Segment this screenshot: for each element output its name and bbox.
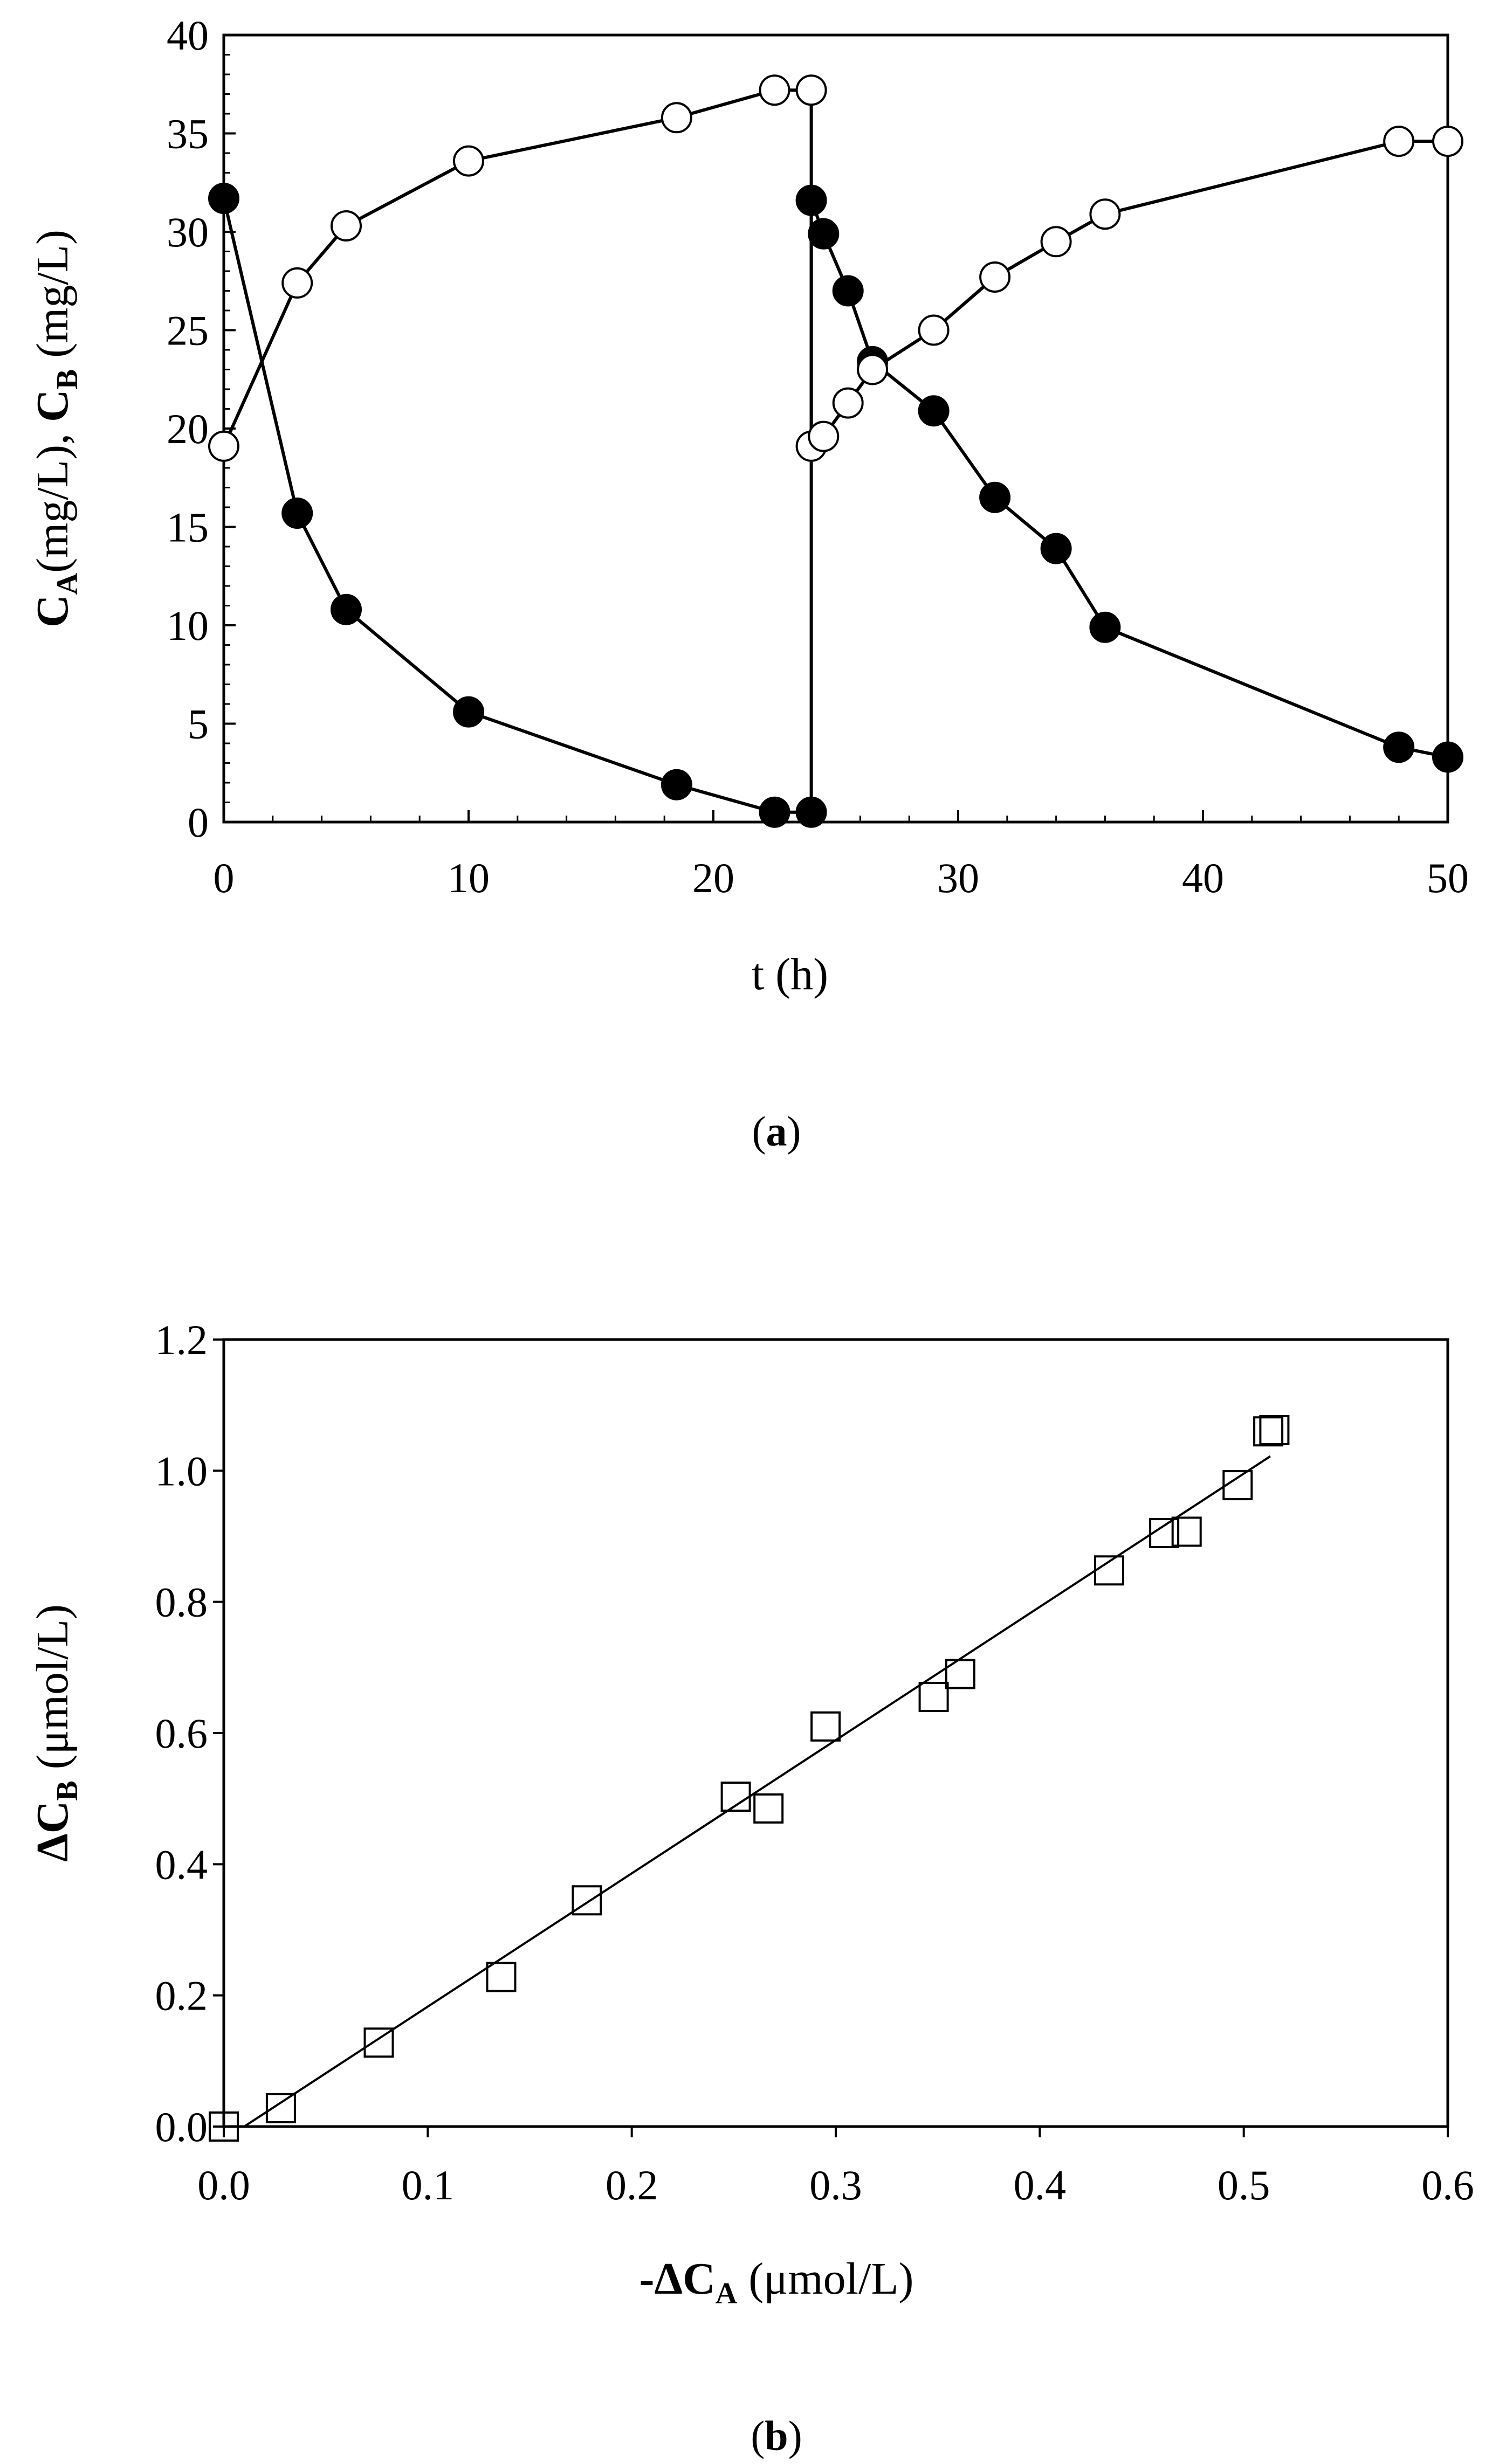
data-point-C_B xyxy=(1432,126,1463,157)
chart-a-y-ticks: 0 5 10 15 20 25 30 35 40 xyxy=(167,12,236,846)
data-point-square xyxy=(572,1885,602,1916)
chart-a-series xyxy=(208,74,1463,828)
y-tick-label: 20 xyxy=(167,405,209,452)
data-point-C_A xyxy=(832,275,864,307)
chart-a-x-axis-label: t (h) xyxy=(752,949,828,999)
data-point-C_A xyxy=(1040,533,1072,564)
y-tick-label: 15 xyxy=(167,504,209,551)
data-point-C_B xyxy=(1089,198,1121,230)
y-tick-label: 40 xyxy=(167,12,209,59)
data-point-C_B xyxy=(759,74,790,106)
x-tick-label: 20 xyxy=(692,854,734,901)
y-tick-label: 0.8 xyxy=(155,1579,208,1626)
data-point-square xyxy=(486,1962,517,1992)
trend-line xyxy=(243,1455,1271,2128)
y-tick-label: 30 xyxy=(167,209,209,256)
data-point-C_B xyxy=(808,420,840,452)
data-point-C_A xyxy=(281,498,313,529)
data-point-square xyxy=(265,2093,296,2123)
data-point-C_A xyxy=(453,696,484,728)
data-point-square xyxy=(1149,1517,1180,1548)
x-tick-label: 0.5 xyxy=(1218,2162,1270,2208)
data-point-square xyxy=(209,2111,239,2142)
data-point-C_B xyxy=(453,145,484,177)
x-tick-label: 40 xyxy=(1182,854,1224,901)
data-point-square xyxy=(945,1659,975,1689)
y-tick-label: 35 xyxy=(167,111,209,157)
data-point-C_A xyxy=(1383,731,1415,763)
y-tick-label: 1.0 xyxy=(155,1447,208,1494)
y-tick-label: 10 xyxy=(167,602,209,649)
chart-b-panel-label: (b) xyxy=(751,2412,802,2459)
y-tick-label: 1.2 xyxy=(155,1316,208,1363)
chart-b-x-ticks: 0.0 0.1 0.2 0.3 0.4 0.5 0.6 xyxy=(197,2127,1474,2208)
y-tick-label: 0.4 xyxy=(155,1841,208,1888)
data-point-C_B xyxy=(208,430,239,462)
series-line-C_B xyxy=(222,88,1448,450)
data-point-C_A xyxy=(979,481,1011,513)
data-point-square xyxy=(1171,1516,1202,1547)
data-point-C_B xyxy=(331,210,362,241)
x-tick-label: 0.2 xyxy=(606,2162,658,2208)
data-point-C_A xyxy=(208,183,239,214)
chart-b-y-axis-label: ΔCB (μmol/L) xyxy=(27,1604,84,1862)
chart-a-x-ticks: 0 10 20 30 40 50 xyxy=(214,810,1469,901)
data-point-C_A xyxy=(808,218,840,250)
chart-b: 0.0 0.2 0.4 0.6 0.8 1.0 1.2 0.0 0.1 0.2 0.3 0.4 0.5… xyxy=(27,1316,1474,2459)
data-point-square xyxy=(720,1782,751,1812)
data-point-C_A xyxy=(759,796,790,828)
data-point-C_B xyxy=(281,267,313,299)
y-tick-label: 25 xyxy=(167,307,209,354)
data-point-square xyxy=(810,1711,841,1742)
data-point-C_A xyxy=(918,395,950,427)
x-tick-label: 30 xyxy=(937,854,979,901)
data-point-C_A xyxy=(661,769,692,800)
data-point-square xyxy=(753,1793,784,1824)
data-point-C_A xyxy=(1089,611,1121,643)
data-point-C_B xyxy=(795,74,827,106)
data-point-C_B xyxy=(918,314,950,346)
data-point-square xyxy=(1259,1414,1290,1445)
data-point-square xyxy=(1222,1470,1253,1501)
data-point-square xyxy=(363,2027,394,2058)
chart-a-y-axis-label: CA(mg/L), CB (mg/L) xyxy=(27,230,84,627)
y-tick-label: 0.0 xyxy=(155,2103,208,2150)
data-point-C_A xyxy=(795,184,827,216)
x-tick-label: 0 xyxy=(214,854,235,901)
data-point-C_B xyxy=(1040,226,1072,258)
data-point-square xyxy=(918,1682,949,1713)
y-tick-label: 5 xyxy=(188,701,209,748)
data-point-C_B xyxy=(832,387,864,419)
x-tick-label: 10 xyxy=(448,854,490,901)
data-point-C_B xyxy=(661,102,692,134)
chart-a-panel-label: (a) xyxy=(752,1108,801,1155)
data-point-C_B xyxy=(857,354,889,385)
data-point-square xyxy=(1094,1555,1124,1586)
chart-b-fit xyxy=(243,1455,1271,2128)
data-point-C_B xyxy=(1383,126,1415,157)
x-tick-label: 0.0 xyxy=(197,2162,250,2208)
x-tick-label: 50 xyxy=(1427,854,1469,901)
chart-a-minor-ticks xyxy=(224,54,1400,822)
data-point-square xyxy=(1253,1416,1284,1447)
data-point-C_B xyxy=(979,261,1011,293)
data-point-C_A xyxy=(1432,741,1463,773)
x-tick-label: 0.3 xyxy=(809,2162,862,2208)
data-point-C_A xyxy=(795,796,827,828)
y-tick-label: 0.2 xyxy=(155,1972,208,2019)
chart-b-series xyxy=(209,1414,1290,2142)
y-tick-label: 0.6 xyxy=(155,1710,208,1757)
chart-a: 0 5 10 15 20 25 30 35 40 0 10 20 30 40 50 t (h) CA(mg… xyxy=(27,12,1469,1155)
x-tick-label: 0.4 xyxy=(1014,2162,1067,2208)
chart-b-x-axis-label: -ΔCA (μmol/L) xyxy=(639,2254,913,2310)
data-point-C_A xyxy=(331,593,362,625)
x-tick-label: 0.6 xyxy=(1421,2162,1474,2208)
y-tick-label: 0 xyxy=(188,799,209,846)
chart-b-y-ticks: 0.0 0.2 0.4 0.6 0.8 1.0 1.2 xyxy=(155,1316,224,2150)
x-tick-label: 0.1 xyxy=(402,2162,455,2208)
